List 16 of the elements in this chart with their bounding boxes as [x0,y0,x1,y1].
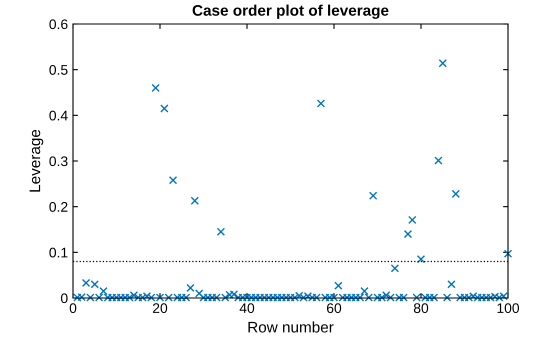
x-tick-label: 40 [240,303,254,314]
x-tick-label: 100 [497,303,520,314]
y-tick-label: 0 [60,293,68,304]
y-tick-label: 0.3 [49,156,68,166]
y-tick-label: 0.4 [49,110,68,121]
y-tick-label: 0.5 [49,65,68,75]
x-axis-title: Row number [248,321,334,333]
y-tick-label: 0.1 [49,248,68,258]
x-tick-label: 20 [152,303,168,314]
x-tick-label: 60 [326,303,342,314]
x-tick-label: 80 [414,303,428,314]
y-tick-label: 0.2 [49,202,68,212]
x-tick-label: 0 [70,303,76,314]
chart-title: Case order plot of leverage [192,4,388,19]
y-tick-label: 0.6 [49,19,68,30]
y-axis-title: Leverage [30,130,44,192]
